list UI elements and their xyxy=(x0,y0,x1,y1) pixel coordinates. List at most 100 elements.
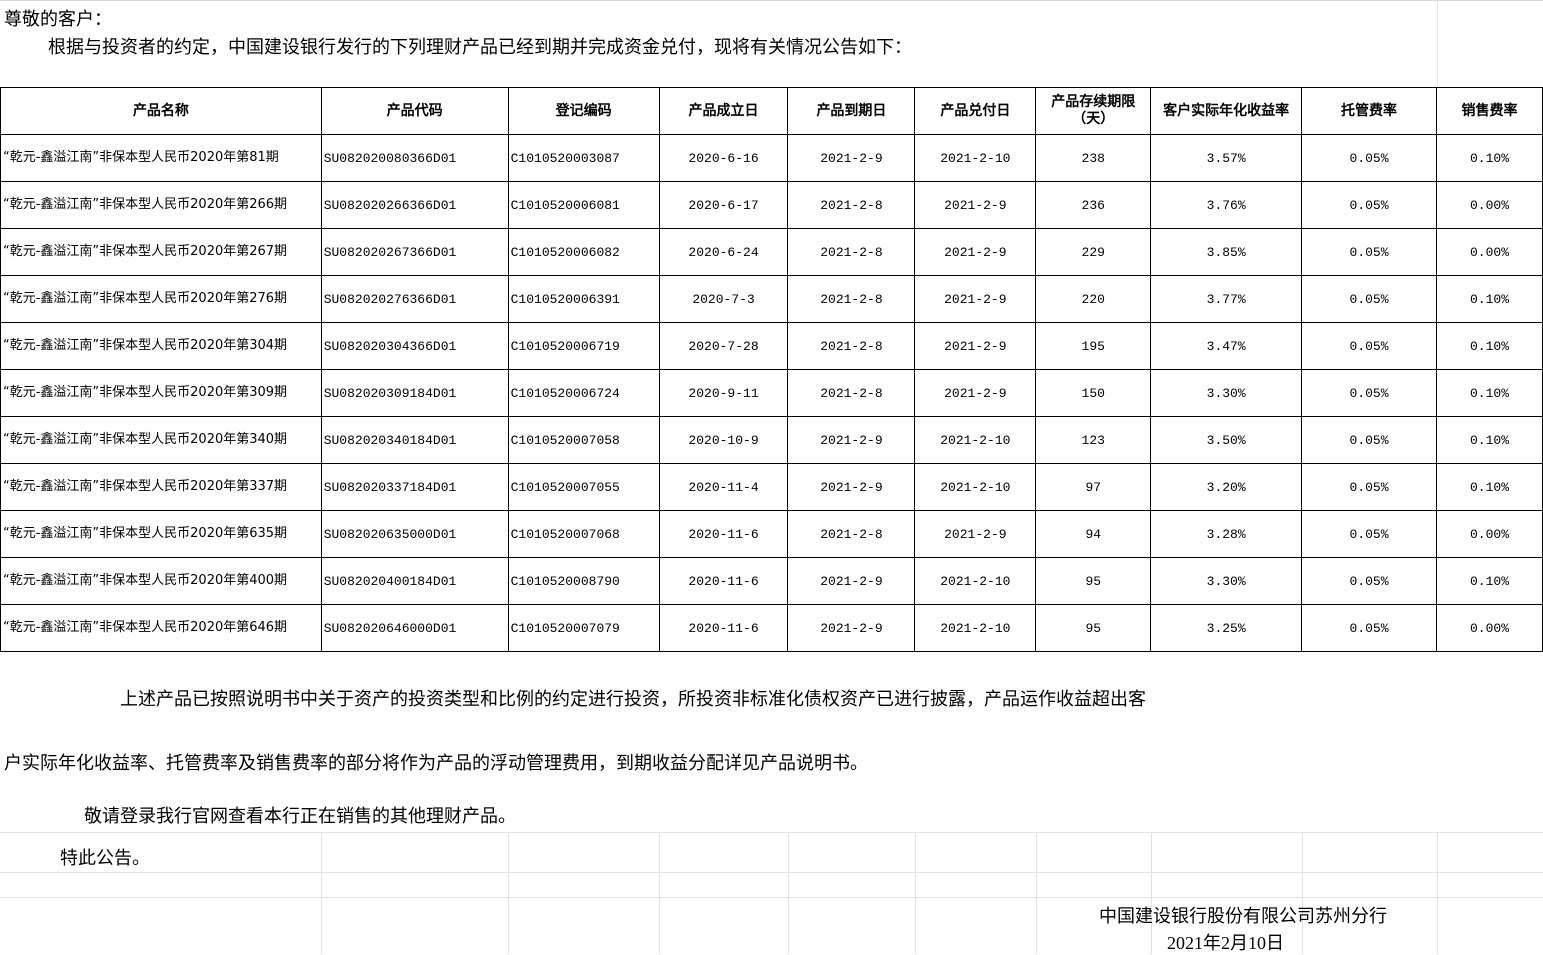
cell-maturity-date: 2021-2-9 xyxy=(787,463,916,511)
table-header-row: 产品名称 产品代码 登记编码 产品成立日 产品到期日 产品兑付日 产品存续期限（天） 客户实际… xyxy=(0,87,1543,135)
cell-custody-fee: 0.05% xyxy=(1301,181,1437,229)
cell-product-name: “乾元-鑫溢江南”非保本型人民币2020年第276期 xyxy=(0,275,322,323)
cell-start-date: 2020-11-4 xyxy=(658,463,789,511)
cell-duration-days: 195 xyxy=(1035,322,1152,370)
cell-product-name: “乾元-鑫溢江南”非保本型人民币2020年第304期 xyxy=(0,322,322,370)
cell-start-date: 2020-11-6 xyxy=(658,557,789,605)
cell-custody-fee: 0.05% xyxy=(1301,275,1437,323)
grid-line xyxy=(788,832,789,954)
cell-custody-fee: 0.05% xyxy=(1301,510,1437,558)
cell-start-date: 2020-6-24 xyxy=(658,228,789,276)
grid-line xyxy=(1437,0,1438,87)
cell-product-code: SU082020635000D01 xyxy=(320,510,509,558)
cell-registration-code: C1010520003087 xyxy=(507,134,660,182)
cell-product-code: SU082020267366D01 xyxy=(320,228,509,276)
cell-maturity-date: 2021-2-9 xyxy=(787,557,916,605)
cell-start-date: 2020-9-11 xyxy=(658,369,789,417)
cell-product-name: “乾元-鑫溢江南”非保本型人民币2020年第309期 xyxy=(0,369,322,417)
header-start-date: 产品成立日 xyxy=(658,87,789,135)
table-row: “乾元-鑫溢江南”非保本型人民币2020年第266期 SU082020266366… xyxy=(0,181,1543,229)
note-line-1: 上述产品已按照说明书中关于资产的投资类型和比例的约定进行投资，所投资非标准化债权… xyxy=(120,689,1146,709)
cell-registration-code: C1010520007058 xyxy=(507,416,660,464)
cell-annual-yield: 3.57% xyxy=(1150,134,1303,182)
grid-line xyxy=(0,872,1543,873)
cell-product-code: SU082020340184D01 xyxy=(320,416,509,464)
cell-sales-fee: 0.00% xyxy=(1435,510,1543,558)
cell-registration-code: C1010520007079 xyxy=(507,604,660,652)
cell-custody-fee: 0.05% xyxy=(1301,369,1437,417)
cell-custody-fee: 0.05% xyxy=(1301,134,1437,182)
table-row: “乾元-鑫溢江南”非保本型人民币2020年第81期 SU082020080366D… xyxy=(0,134,1543,182)
cell-product-name: “乾元-鑫溢江南”非保本型人民币2020年第267期 xyxy=(0,228,322,276)
cell-sales-fee: 0.10% xyxy=(1435,557,1543,605)
cell-annual-yield: 3.47% xyxy=(1150,322,1303,370)
cell-annual-yield: 3.30% xyxy=(1150,369,1303,417)
cell-sales-fee: 0.10% xyxy=(1435,134,1543,182)
cell-start-date: 2020-7-28 xyxy=(658,322,789,370)
cell-product-code: SU082020080366D01 xyxy=(320,134,509,182)
table-row: “乾元-鑫溢江南”非保本型人民币2020年第267期 SU082020267366… xyxy=(0,228,1543,276)
cell-start-date: 2020-7-3 xyxy=(658,275,789,323)
cell-annual-yield: 3.76% xyxy=(1150,181,1303,229)
cell-duration-days: 95 xyxy=(1035,604,1152,652)
cell-annual-yield: 3.25% xyxy=(1150,604,1303,652)
cell-duration-days: 229 xyxy=(1035,228,1152,276)
closing-text: 特此公告。 xyxy=(60,848,150,868)
cell-product-name: “乾元-鑫溢江南”非保本型人民币2020年第266期 xyxy=(0,181,322,229)
sheet-top-border xyxy=(0,0,1543,1)
header-maturity-date: 产品到期日 xyxy=(787,87,916,135)
products-table: 产品名称 产品代码 登记编码 产品成立日 产品到期日 产品兑付日 产品存续期限（天） 客户实际… xyxy=(0,87,1543,652)
date: 2021年2月10日 xyxy=(1167,933,1284,953)
grid-line xyxy=(1151,832,1152,954)
cell-product-code: SU082020304366D01 xyxy=(320,322,509,370)
cell-start-date: 2020-6-17 xyxy=(658,181,789,229)
cell-product-name: “乾元-鑫溢江南”非保本型人民币2020年第81期 xyxy=(0,134,322,182)
grid-line xyxy=(1302,832,1303,954)
cell-product-code: SU082020337184D01 xyxy=(320,463,509,511)
cell-product-code: SU082020309184D01 xyxy=(320,369,509,417)
cell-product-name: “乾元-鑫溢江南”非保本型人民币2020年第646期 xyxy=(0,604,322,652)
cell-product-name: “乾元-鑫溢江南”非保本型人民币2020年第635期 xyxy=(0,510,322,558)
cell-maturity-date: 2021-2-9 xyxy=(787,604,916,652)
cell-custody-fee: 0.05% xyxy=(1301,322,1437,370)
table-row: “乾元-鑫溢江南”非保本型人民币2020年第340期 SU082020340184… xyxy=(0,416,1543,464)
cell-registration-code: C1010520006719 xyxy=(507,322,660,370)
cell-duration-days: 95 xyxy=(1035,557,1152,605)
cell-custody-fee: 0.05% xyxy=(1301,228,1437,276)
header-product-name: 产品名称 xyxy=(0,87,322,135)
cell-annual-yield: 3.50% xyxy=(1150,416,1303,464)
grid-line xyxy=(915,832,916,954)
cell-annual-yield: 3.30% xyxy=(1150,557,1303,605)
cell-product-name: “乾元-鑫溢江南”非保本型人民币2020年第337期 xyxy=(0,463,322,511)
cell-custody-fee: 0.05% xyxy=(1301,604,1437,652)
cell-product-name: “乾元-鑫溢江南”非保本型人民币2020年第400期 xyxy=(0,557,322,605)
invite-text: 敬请登录我行官网查看本行正在销售的其他理财产品。 xyxy=(84,806,516,826)
cell-payment-date: 2021-2-10 xyxy=(914,416,1037,464)
cell-maturity-date: 2021-2-9 xyxy=(787,134,916,182)
cell-registration-code: C1010520007068 xyxy=(507,510,660,558)
header-annual-yield: 客户实际年化收益率 xyxy=(1150,87,1303,135)
cell-custody-fee: 0.05% xyxy=(1301,557,1437,605)
cell-start-date: 2020-6-16 xyxy=(658,134,789,182)
intro-text: 根据与投资者的约定，中国建设银行发行的下列理财产品已经到期并完成资金兑付，现将有… xyxy=(48,37,912,57)
cell-registration-code: C1010520006724 xyxy=(507,369,660,417)
cell-registration-code: C1010520006081 xyxy=(507,181,660,229)
cell-maturity-date: 2021-2-9 xyxy=(787,416,916,464)
cell-payment-date: 2021-2-9 xyxy=(914,181,1037,229)
cell-duration-days: 220 xyxy=(1035,275,1152,323)
cell-sales-fee: 0.10% xyxy=(1435,322,1543,370)
table-row: “乾元-鑫溢江南”非保本型人民币2020年第276期 SU082020276366… xyxy=(0,275,1543,323)
cell-duration-days: 123 xyxy=(1035,416,1152,464)
cell-custody-fee: 0.05% xyxy=(1301,416,1437,464)
cell-start-date: 2020-10-9 xyxy=(658,416,789,464)
cell-payment-date: 2021-2-9 xyxy=(914,228,1037,276)
cell-annual-yield: 3.20% xyxy=(1150,463,1303,511)
cell-payment-date: 2021-2-9 xyxy=(914,510,1037,558)
cell-duration-days: 94 xyxy=(1035,510,1152,558)
cell-sales-fee: 0.10% xyxy=(1435,416,1543,464)
cell-maturity-date: 2021-2-8 xyxy=(787,181,916,229)
cell-registration-code: C1010520006391 xyxy=(507,275,660,323)
cell-duration-days: 238 xyxy=(1035,134,1152,182)
cell-payment-date: 2021-2-9 xyxy=(914,322,1037,370)
cell-duration-days: 97 xyxy=(1035,463,1152,511)
